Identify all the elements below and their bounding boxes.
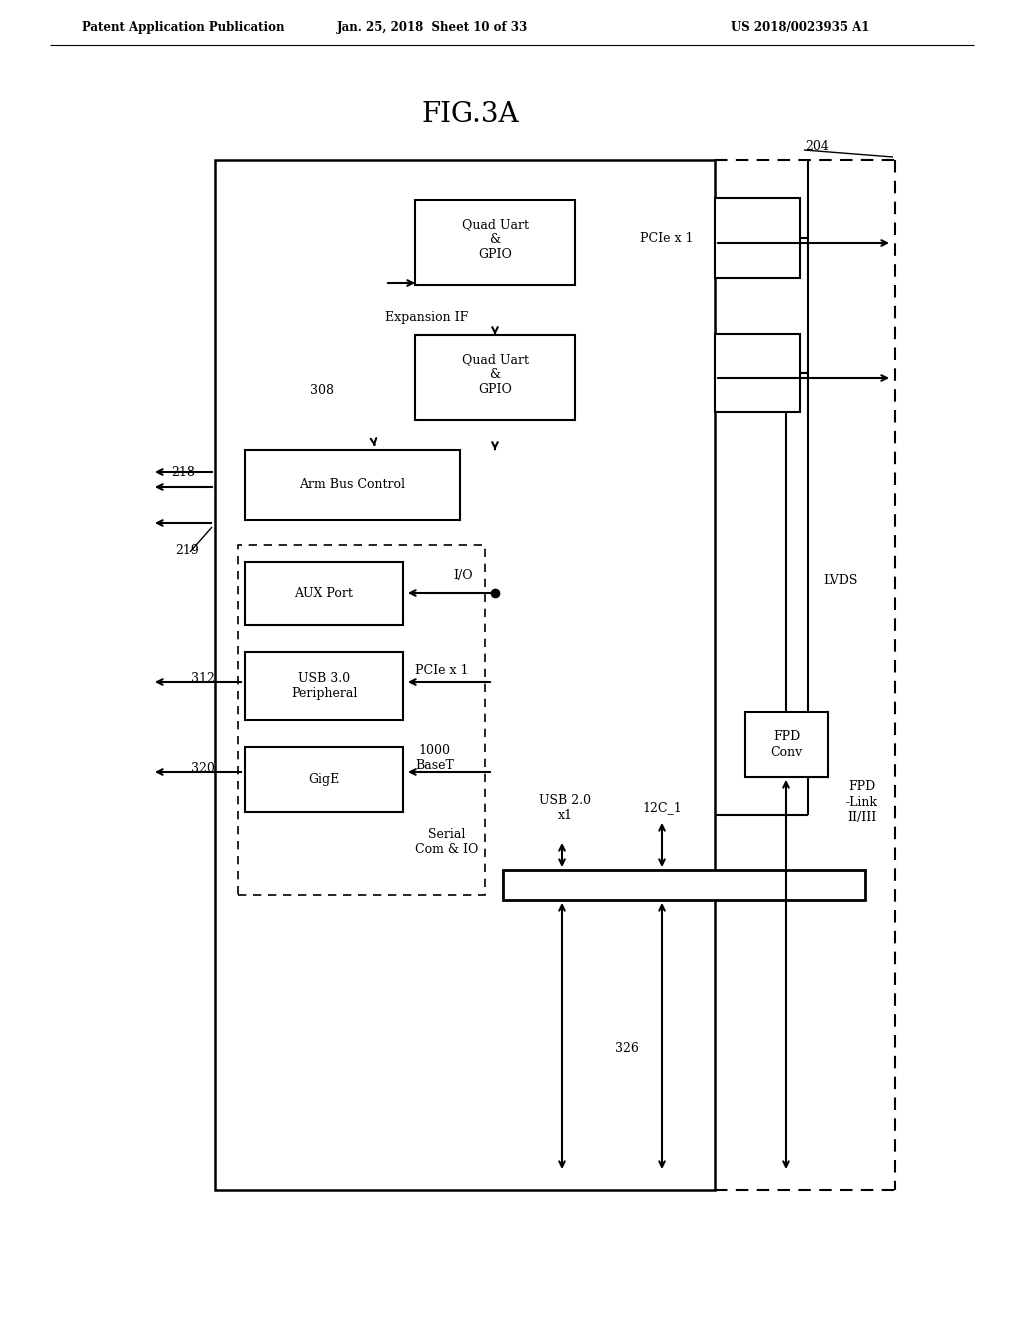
Bar bbox=[245, 747, 403, 812]
Text: US 2018/0023935 A1: US 2018/0023935 A1 bbox=[731, 21, 869, 33]
Text: Quad Uart
&
GPIO: Quad Uart & GPIO bbox=[462, 218, 528, 261]
Text: Expansion IF: Expansion IF bbox=[385, 310, 468, 323]
Text: Quad Uart
&
GPIO: Quad Uart & GPIO bbox=[462, 352, 528, 396]
Bar bbox=[245, 562, 403, 624]
Text: PCIe x 1: PCIe x 1 bbox=[415, 664, 469, 676]
Text: AUX Port: AUX Port bbox=[295, 587, 353, 601]
Text: USB 2.0
x1: USB 2.0 x1 bbox=[539, 795, 591, 822]
Text: 218: 218 bbox=[171, 466, 195, 479]
Text: 12C_1: 12C_1 bbox=[642, 801, 682, 814]
Text: 219: 219 bbox=[175, 544, 199, 557]
Bar bbox=[503, 870, 865, 900]
Text: I/O: I/O bbox=[453, 569, 473, 582]
Text: 320: 320 bbox=[191, 762, 215, 775]
Text: Patent Application Publication: Patent Application Publication bbox=[82, 21, 285, 33]
Text: FIG.3A: FIG.3A bbox=[421, 102, 519, 128]
Text: Arm Bus Control: Arm Bus Control bbox=[299, 479, 406, 491]
Bar bbox=[238, 545, 485, 895]
Bar bbox=[245, 652, 403, 719]
Bar bbox=[715, 198, 800, 279]
Text: FPD
-Link
II/III: FPD -Link II/III bbox=[846, 780, 878, 824]
Text: LVDS: LVDS bbox=[823, 573, 857, 586]
Text: PCIe x 1: PCIe x 1 bbox=[640, 231, 693, 244]
Text: 326: 326 bbox=[615, 1041, 639, 1055]
Bar bbox=[415, 201, 575, 285]
Bar bbox=[245, 450, 460, 520]
Text: 312: 312 bbox=[191, 672, 215, 685]
Bar bbox=[415, 335, 575, 420]
Text: Jan. 25, 2018  Sheet 10 of 33: Jan. 25, 2018 Sheet 10 of 33 bbox=[336, 21, 527, 33]
Text: 1000
BaseT: 1000 BaseT bbox=[415, 744, 454, 772]
Text: GigE: GigE bbox=[308, 774, 340, 785]
Text: Serial
Com & IO: Serial Com & IO bbox=[415, 828, 478, 855]
Bar bbox=[745, 711, 828, 777]
Text: 308: 308 bbox=[310, 384, 334, 396]
Text: FPD
Conv: FPD Conv bbox=[770, 730, 803, 759]
Text: 204: 204 bbox=[805, 140, 828, 153]
Bar bbox=[715, 334, 800, 412]
Text: USB 3.0
Peripheral: USB 3.0 Peripheral bbox=[291, 672, 357, 700]
Bar bbox=[215, 160, 715, 1191]
